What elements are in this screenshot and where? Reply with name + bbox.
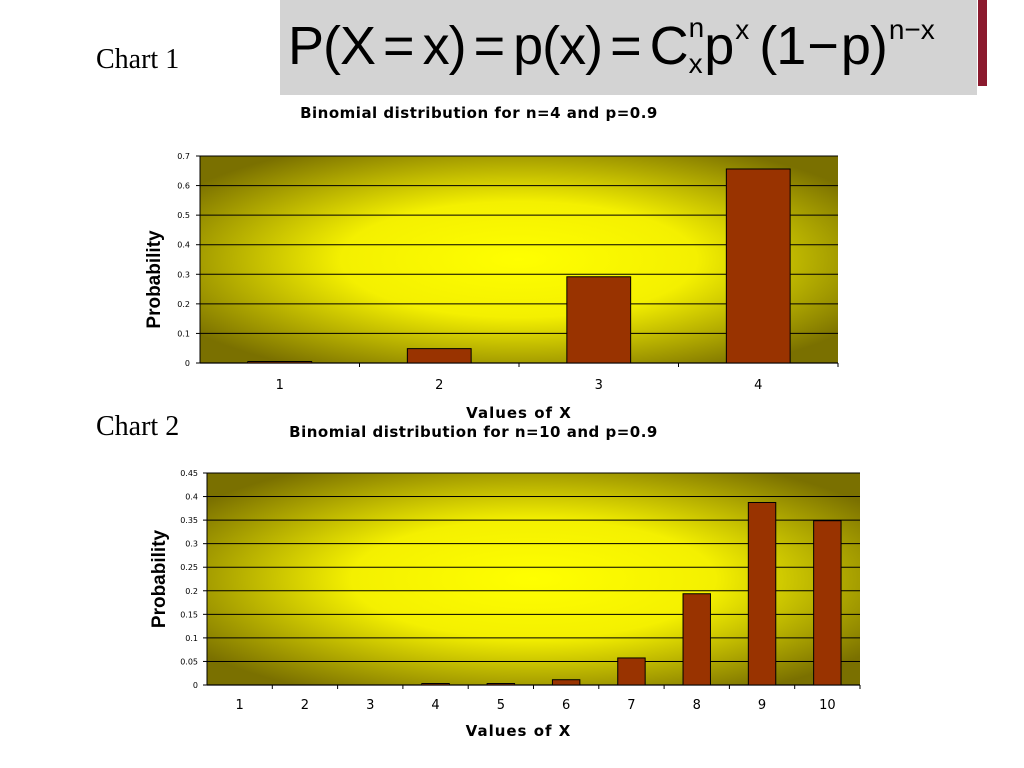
formula-one: (1 (759, 16, 806, 76)
accent-bar (978, 0, 987, 86)
chart2-bar-8 (682, 593, 711, 686)
chart2-ytick-label: 0 (193, 681, 198, 690)
chart2-ytick-label: 0.45 (180, 469, 198, 478)
chart1-bar-3 (566, 276, 632, 364)
chart1-bar-1 (247, 361, 313, 364)
formula-combination-x: x (688, 48, 703, 79)
chart2-bar-5 (486, 683, 516, 686)
chart2-xtick-label: 3 (366, 698, 374, 713)
chart-1-label: Chart 1 (96, 44, 180, 75)
chart1-title: Binomial distribution for n=4 and p=0.9 (300, 104, 658, 122)
chart2-bar-4 (421, 683, 450, 686)
chart1-ytick-label: 0.2 (177, 300, 190, 309)
chart1-xtick-label: 2 (435, 378, 443, 393)
formula-q: p) (840, 16, 888, 76)
chart2-ytick-label: 0.35 (180, 516, 198, 525)
chart2-xtick-label: 8 (693, 698, 701, 713)
formula-pmf: p(x) (513, 16, 603, 76)
chart2-ytick-label: 0.3 (185, 540, 198, 549)
chart1-ytick-label: 0.1 (177, 329, 190, 338)
chart2-xtick-label: 4 (431, 698, 439, 713)
chart1-xtick-label: 4 (754, 378, 762, 393)
chart1-xtick-label: 1 (276, 378, 284, 393)
chart2-xtick-label: 9 (758, 698, 766, 713)
formula-q-exponent: n−x (888, 14, 935, 45)
chart2-xtick-label: 6 (562, 698, 570, 713)
chart2-title: Binomial distribution for n=10 and p=0.9 (289, 423, 658, 441)
chart1-ytick-label: 0.3 (177, 270, 190, 279)
formula-p: p (704, 16, 734, 76)
chart1-ytick-label: 0 (185, 359, 190, 368)
chart1-bar-4 (725, 168, 791, 364)
chart2-bar-7 (617, 657, 646, 686)
chart1-ytick-label: 0.5 (177, 211, 190, 220)
chart2-ytick-label: 0.25 (180, 563, 198, 572)
chart2-xtick-label: 1 (236, 698, 244, 713)
formula-combination-indices: n x (689, 14, 705, 78)
formula-box: P(X = x) = p(x) = C n x p x (1 − p) n−x (280, 0, 977, 95)
chart1-xtick-label: 3 (595, 378, 603, 393)
chart1-bar-2 (406, 348, 472, 364)
chart2-bar-9 (747, 501, 777, 686)
chart2-xtick-label: 2 (301, 698, 309, 713)
chart2-ytick-label: 0.05 (180, 657, 198, 666)
formula-equals-1: = (383, 16, 415, 76)
formula-combination-n: n (688, 12, 705, 43)
chart1-y-axis-title: Probability (144, 230, 165, 329)
formula-x: x) (422, 16, 467, 76)
formula-combination: C (649, 16, 689, 76)
formula-prob-x: P(X (288, 16, 376, 76)
chart2-bar-6 (551, 679, 581, 686)
formula-p-exponent: x (735, 14, 750, 45)
chart1-x-axis-title: Values of X (466, 404, 572, 422)
chart2-ytick-label: 0.1 (185, 634, 198, 643)
chart2-xtick-label: 7 (627, 698, 635, 713)
formula-minus: − (807, 16, 839, 76)
chart2-y-axis-title: Probability (149, 529, 170, 628)
chart2-ytick-label: 0.15 (180, 610, 198, 619)
chart2-xtick-label: 5 (497, 698, 505, 713)
binomial-formula: P(X = x) = p(x) = C n x p x (1 − p) n−x (288, 6, 968, 86)
chart-2-label: Chart 2 (96, 411, 180, 442)
chart1-ytick-label: 0.7 (177, 152, 190, 161)
formula-equals-3: = (610, 16, 642, 76)
chart2-bar-10 (813, 520, 842, 686)
chart2-ytick-label: 0.2 (185, 587, 198, 596)
chart1-ytick-label: 0.6 (177, 182, 190, 191)
chart2-ytick-label: 0.4 (185, 493, 198, 502)
chart1-ytick-label: 0.4 (177, 241, 190, 250)
formula-equals-2: = (473, 16, 506, 76)
chart2-x-axis-title: Values of X (466, 722, 572, 740)
chart2-xtick-label: 10 (819, 698, 836, 713)
